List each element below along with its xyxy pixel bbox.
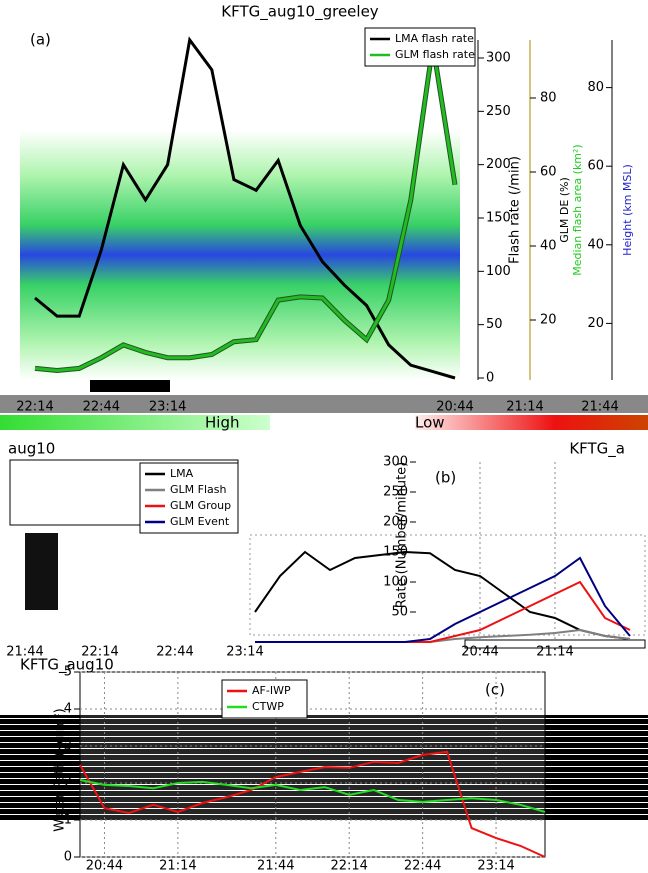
y-axis-label: GLM DE (%) [558,177,571,243]
x-tick-label: 23:14 [149,400,186,415]
y-tick-label: 2 [64,776,72,791]
glitch-stripes [80,715,545,820]
x-tick-label: 21:44 [257,859,294,873]
x-tick-label: 22:44 [83,400,120,415]
colorbar-label: High [205,414,239,432]
x-tick-label: 22:44 [156,645,193,660]
legend-box [221,679,308,719]
panel-label: (a) [30,31,51,49]
y-axis-label: Flash rate (/min) [508,156,523,264]
x-tick-label: 22:14 [16,400,53,415]
y-axis-label: Rate (Number/minute) [395,462,410,609]
colorbar-green [0,415,270,430]
legend-label: CTWP [252,700,284,713]
glitch-stripes [0,715,80,820]
y4-tick-label: 80 [587,80,604,95]
y-tick-label: 50 [486,317,503,332]
panel-label: (b) [435,469,456,487]
y-tick-label: 4 [64,702,72,717]
y-tick-label: 200 [383,515,408,530]
x-tick-label: 21:14 [506,400,543,415]
y4-tick-label: 40 [587,237,604,252]
legend-box [364,27,476,67]
x-tick-label: 21:14 [159,859,196,873]
x-tick-label: 23:14 [226,645,263,660]
colorbar-label: Low [415,414,445,432]
y-tick-label: 300 [383,455,408,470]
y-tick-label: 1 [64,813,72,828]
x-tick-label: 21:44 [6,645,43,660]
y-tick-label: 0 [64,850,72,865]
y-axis-label: Water Path (kg/m²) [53,708,68,831]
legend-label: GLM Flash [170,483,226,496]
x-tick-label: 22:44 [404,859,441,873]
legend-label: GLM Event [170,515,230,528]
chart-title: KFTG_a [569,440,625,459]
chart-subtitle: aug10 [8,440,55,458]
series-line [254,550,631,640]
panel-frame [249,534,646,636]
x-tick-label: 20:44 [86,859,123,873]
x-tick-label: 20:44 [461,645,498,660]
chart-title: KFTG_aug10 [20,656,114,675]
y-tick-label: 0 [486,371,494,386]
y-axis-label: Height (km MSL) [621,164,634,256]
series-line [79,779,546,813]
legend-label: LMA [170,467,194,480]
legend-label: GLM flash rate [395,48,475,61]
panel-label: (c) [485,681,505,699]
y-tick-label: 100 [486,264,511,279]
y-tick-label: 5 [64,665,72,680]
legend-label: GLM Group [170,499,231,512]
series-line [255,556,631,643]
y-tick-label: 3 [64,739,72,754]
y-tick-label: 50 [391,605,408,620]
y2-tick-label: 60 [540,165,557,180]
chart-title: KFTG_aug10_greeley [221,3,379,22]
x-tick-label: 21:14 [536,645,573,660]
y2-tick-label: 40 [540,239,557,254]
x-tick-label: 20:44 [436,400,473,415]
x-tick-label: 23:14 [477,859,514,873]
panel-frame [464,639,646,649]
x-tick-label: 21:44 [581,400,618,415]
y-tick-label: 250 [383,485,408,500]
plot-frame [79,671,546,858]
y4-tick-label: 20 [587,316,604,331]
colorbar-red [415,415,648,430]
y-tick-label: 300 [486,51,511,66]
glitch-block [25,533,58,610]
glitch-stripes [545,715,648,820]
series-line [79,750,546,858]
y4-tick-label: 60 [587,159,604,174]
y2-tick-label: 20 [540,313,557,328]
y-tick-label: 150 [383,545,408,560]
y-tick-label: 200 [486,157,511,172]
series-line [34,36,456,380]
glitch-block [90,380,170,392]
series-line [34,44,457,373]
y-tick-label: 150 [486,211,511,226]
x-tick-label: 22:14 [81,645,118,660]
y-axis-label: Median flash area (km²) [571,144,584,275]
y-tick-label: 250 [486,104,511,119]
x-tick-label: 22:14 [330,859,367,873]
axis-strip [0,395,648,413]
legend-label: LMA flash rate [395,32,474,45]
y-tick-label: 100 [383,575,408,590]
y2-tick-label: 80 [540,91,557,106]
legend-label: AF-IWP [252,684,291,697]
